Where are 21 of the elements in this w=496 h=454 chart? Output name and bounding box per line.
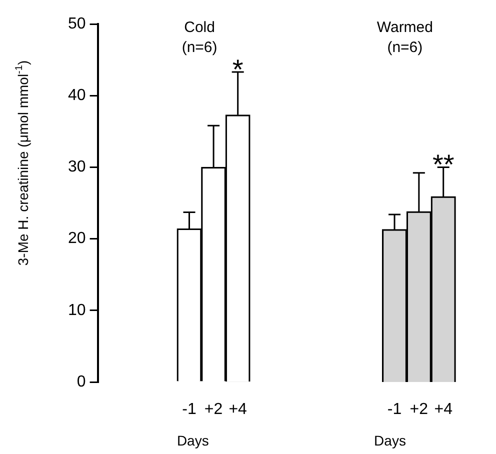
x-axis-title: Days <box>176 432 209 448</box>
x-axis-title: Days <box>374 432 406 448</box>
x-tick-label: -1 <box>182 401 196 418</box>
y-axis-title: 3-Me H. creatinine (μmol mmol-1) <box>14 60 31 266</box>
y-tick-label: 0 <box>76 373 86 390</box>
chart-title: Warmed <box>376 19 433 36</box>
annotation: * <box>232 54 244 85</box>
text: (n=6) <box>182 39 218 56</box>
chart-title: Cold <box>184 19 215 36</box>
y-tick-label: 50 <box>68 15 86 32</box>
x-tick-label: +2 <box>204 401 223 418</box>
x-tick-label: -1 <box>387 401 402 418</box>
y-tick-label: 10 <box>68 302 86 319</box>
text: (n=6) <box>387 39 423 56</box>
x-tick-label: +4 <box>434 401 453 418</box>
y-tick-label: 40 <box>68 87 86 104</box>
y-tick-label: 30 <box>68 158 86 176</box>
y-tick-label: 20 <box>68 230 86 248</box>
x-tick-label: +2 <box>410 401 428 418</box>
x-tick-label: +4 <box>228 401 248 418</box>
annotation: ** <box>432 149 454 180</box>
